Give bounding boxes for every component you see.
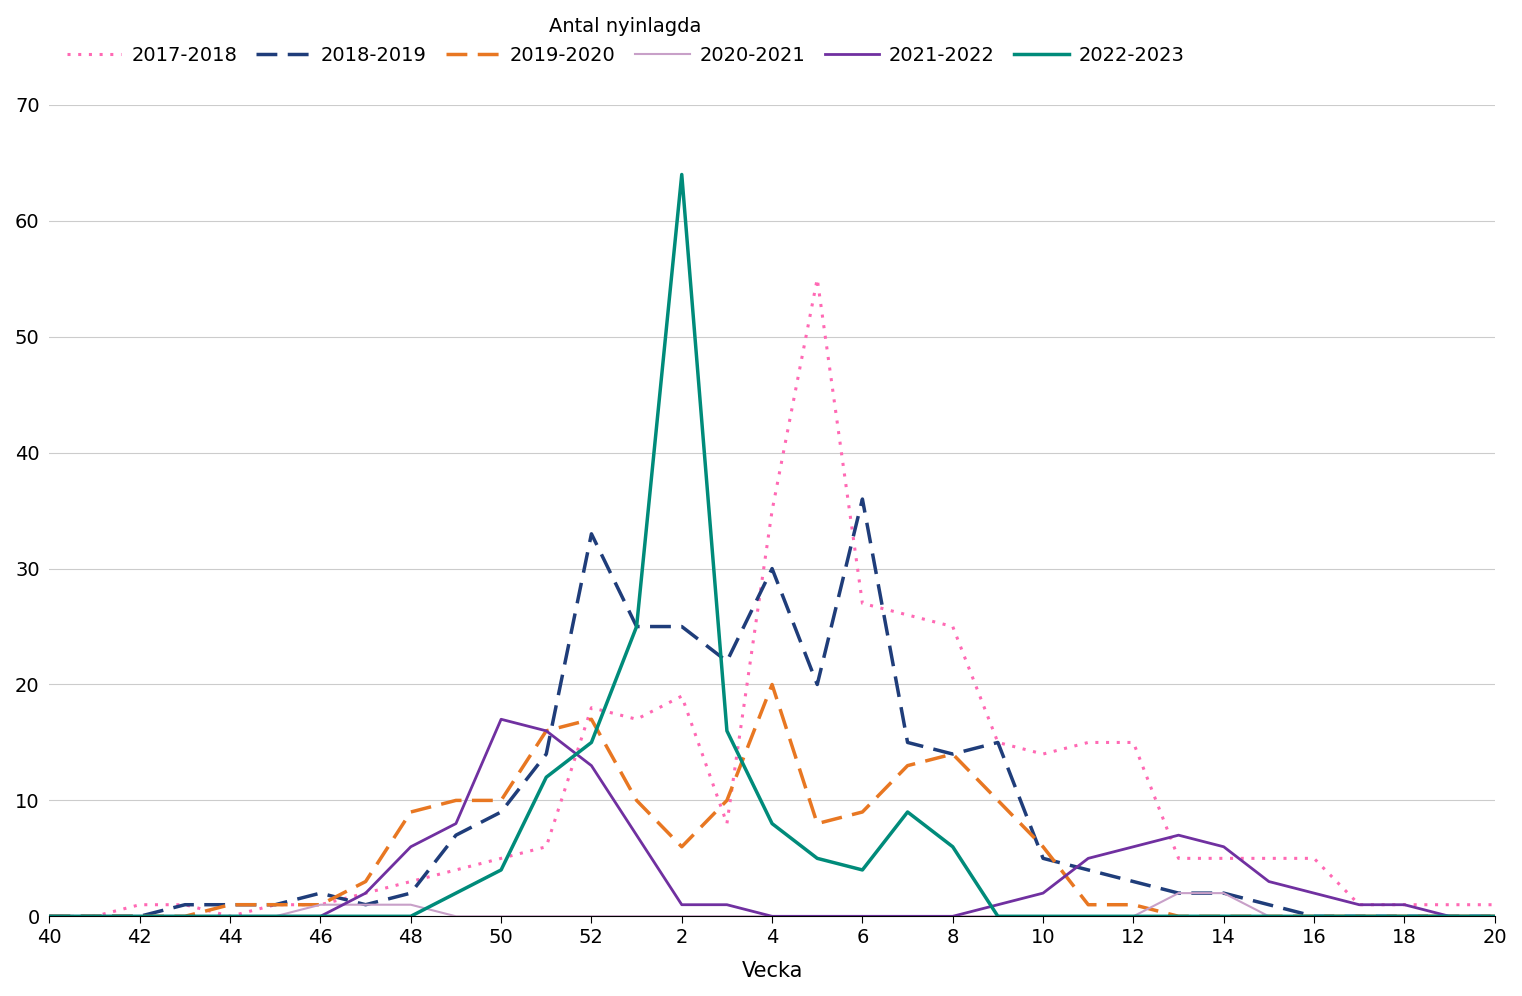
Legend: 2017-2018, 2018-2019, 2019-2020, 2020-2021, 2021-2022, 2022-2023: 2017-2018, 2018-2019, 2019-2020, 2020-20… (59, 9, 1192, 73)
X-axis label: Vecka: Vecka (741, 961, 802, 981)
